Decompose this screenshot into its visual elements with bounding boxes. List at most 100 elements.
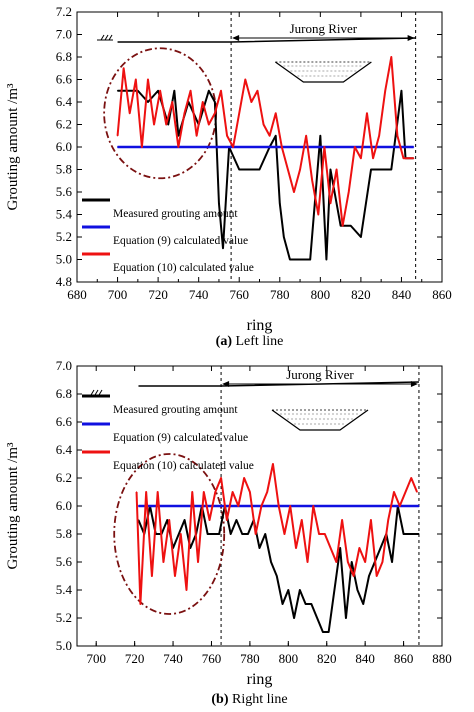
chart-b-series-1-point (166, 519, 168, 521)
chart-a-series-3-point (159, 90, 161, 92)
chart-b-legend-label: Equation (10) calculated value (113, 460, 254, 472)
chart-b-series-1-point (418, 533, 420, 535)
chart-b-series-1-point (189, 547, 191, 549)
chart-b-y-axis-label: Grouting amount /m³ (5, 442, 21, 569)
chart-a-series-3-point (372, 157, 374, 159)
chart-a-series-1-point (299, 258, 301, 261)
chart-b-x-tick-label: 880 (432, 651, 452, 666)
chart-a-series-1-point (289, 258, 291, 261)
chart-a-series-3-point (413, 157, 415, 159)
chart-b-series-line-1 (137, 505, 419, 633)
chart-a-series-3-point (281, 146, 283, 148)
chart-a-series-3-point (189, 90, 192, 92)
chart-b-series-1-point (230, 533, 232, 535)
chart-a-series-3-point (208, 123, 210, 126)
chart-b-series-1-point (362, 603, 364, 605)
chart-a-series-1-point (350, 225, 352, 227)
chart-a-series-line-1 (117, 89, 414, 261)
chart-a-series-1-point (116, 90, 119, 92)
chart-a-x-tick-label: 840 (392, 287, 412, 302)
chart-a-y-axis-label: Grouting amount /m³ (5, 83, 21, 210)
chart-a-series-3-point (202, 101, 204, 103)
chart-a-series-3-point (305, 135, 307, 137)
chart-a-series-3-point (220, 90, 222, 92)
chart-a-series-3-point (335, 168, 338, 171)
chart-b-series-3-point (416, 491, 418, 493)
chart-b-x-tick-label: 840 (355, 651, 375, 666)
chart-a-series-2-point (413, 146, 415, 148)
chart-b-series-1-point (258, 547, 261, 549)
chart-b-series-1-point (322, 631, 324, 633)
chart-b-ground-marker-hatch (94, 389, 99, 396)
chart-b-x-tick-label: 860 (394, 651, 414, 666)
chart-b-series-3-point (376, 575, 378, 577)
chart-b-series-2-point (137, 505, 140, 507)
chart-b-river-label: Jurong River (286, 367, 354, 382)
chart-a-series-2-point (116, 146, 119, 148)
chart-b-series-3-point (203, 491, 205, 493)
chart-b-x-tick-label: 780 (240, 651, 260, 666)
chart-b-series-3-point (266, 491, 268, 493)
chart-b-series-1-point (235, 519, 238, 521)
chart-b-series-1-point (178, 533, 180, 535)
chart-a-series-3-point (129, 112, 131, 114)
chart-b-series-3-point (220, 477, 222, 479)
chart-a-y-tick-label: 5.6 (56, 184, 73, 199)
chart-b-series-3-point (208, 519, 211, 521)
chart-b-series-3-point (135, 491, 138, 493)
chart-b-y-tick-label: 5.2 (56, 610, 72, 625)
chart-b-series-1-point (305, 603, 307, 605)
chart-b-series-3-point (364, 561, 366, 563)
chart-b-y-tick-label: 6.6 (56, 414, 73, 429)
chart-b-x-tick-label: 820 (317, 651, 337, 666)
chart-panel-b: 700 720 740 760 780 800 820 840 860 880 5.0 5.2 5.4 5… (5, 358, 452, 707)
chart-a-legend-label: Equation (9) calculated value (113, 235, 248, 247)
chart-a-series-1-point (238, 168, 240, 171)
chart-a-series-3-point (317, 213, 319, 216)
chart-a-x-tick-label: 860 (432, 287, 452, 302)
chart-a-series-3-point (408, 157, 411, 159)
chart-b-series-3-point (306, 561, 309, 563)
chart-b-caption-letter: (b) (211, 692, 228, 707)
chart-a-series-3-point (214, 112, 216, 114)
chart-a-caption-letter: (a) (216, 334, 233, 349)
chart-b-series-3-point (278, 505, 280, 507)
chart-b-series-1-point (339, 547, 341, 549)
chart-a-ground-marker-hatch (104, 34, 109, 41)
chart-a-series-3-point (342, 225, 344, 227)
chart-a-series-3-point (269, 135, 271, 137)
chart-b-series-1-point (316, 617, 318, 619)
chart-b-series-1-point (264, 533, 266, 535)
chart-a-series-1-point (340, 225, 342, 227)
chart-a-series-3-point (390, 56, 392, 58)
chart-a-series-3-point (116, 135, 119, 137)
chart-b-x-tick-label: 700 (86, 651, 106, 666)
chart-a-series-1-point (248, 168, 250, 171)
chart-b-x-tick-label: 720 (125, 651, 145, 666)
chart-b-river-channel-profile (271, 409, 369, 431)
chart-a-legend-label: Measured grouting amount (113, 208, 238, 220)
chart-a-y-tick-label: 7.0 (56, 27, 72, 42)
chart-b-series-1-point (207, 533, 209, 535)
chart-b-series-3-point (272, 463, 274, 465)
chart-a-x-axis-label: ring (247, 317, 273, 334)
chart-b-series-3-point (318, 533, 320, 535)
chart-a-series-1-point (400, 90, 403, 92)
chart-b-series-3-point (341, 519, 343, 521)
chart-b-series-1-point (241, 533, 243, 535)
chart-a-legend-label: Equation (10) calculated value (113, 262, 254, 274)
chart-a-x-tick-label: 740 (189, 287, 209, 302)
chart-b-y-tick-label: 6.0 (56, 498, 72, 513)
chart-a-series-3-point (123, 67, 125, 69)
chart-b-series-1-point (276, 575, 278, 577)
chart-a-x-tick-label: 800 (311, 287, 331, 302)
chart-b-series-3-point (393, 491, 395, 493)
chart-a-series-1-point (208, 90, 210, 92)
chart-b-series-3-point (381, 561, 384, 563)
chart-b-series-3-point (404, 491, 407, 493)
chart-b-series-3-point (197, 561, 199, 563)
chart-a-series-1-point (279, 202, 281, 204)
chart-a-series-3-point (378, 135, 380, 137)
chart-b-series-3-point (232, 491, 234, 493)
chart-a-series-1-point (319, 135, 321, 137)
